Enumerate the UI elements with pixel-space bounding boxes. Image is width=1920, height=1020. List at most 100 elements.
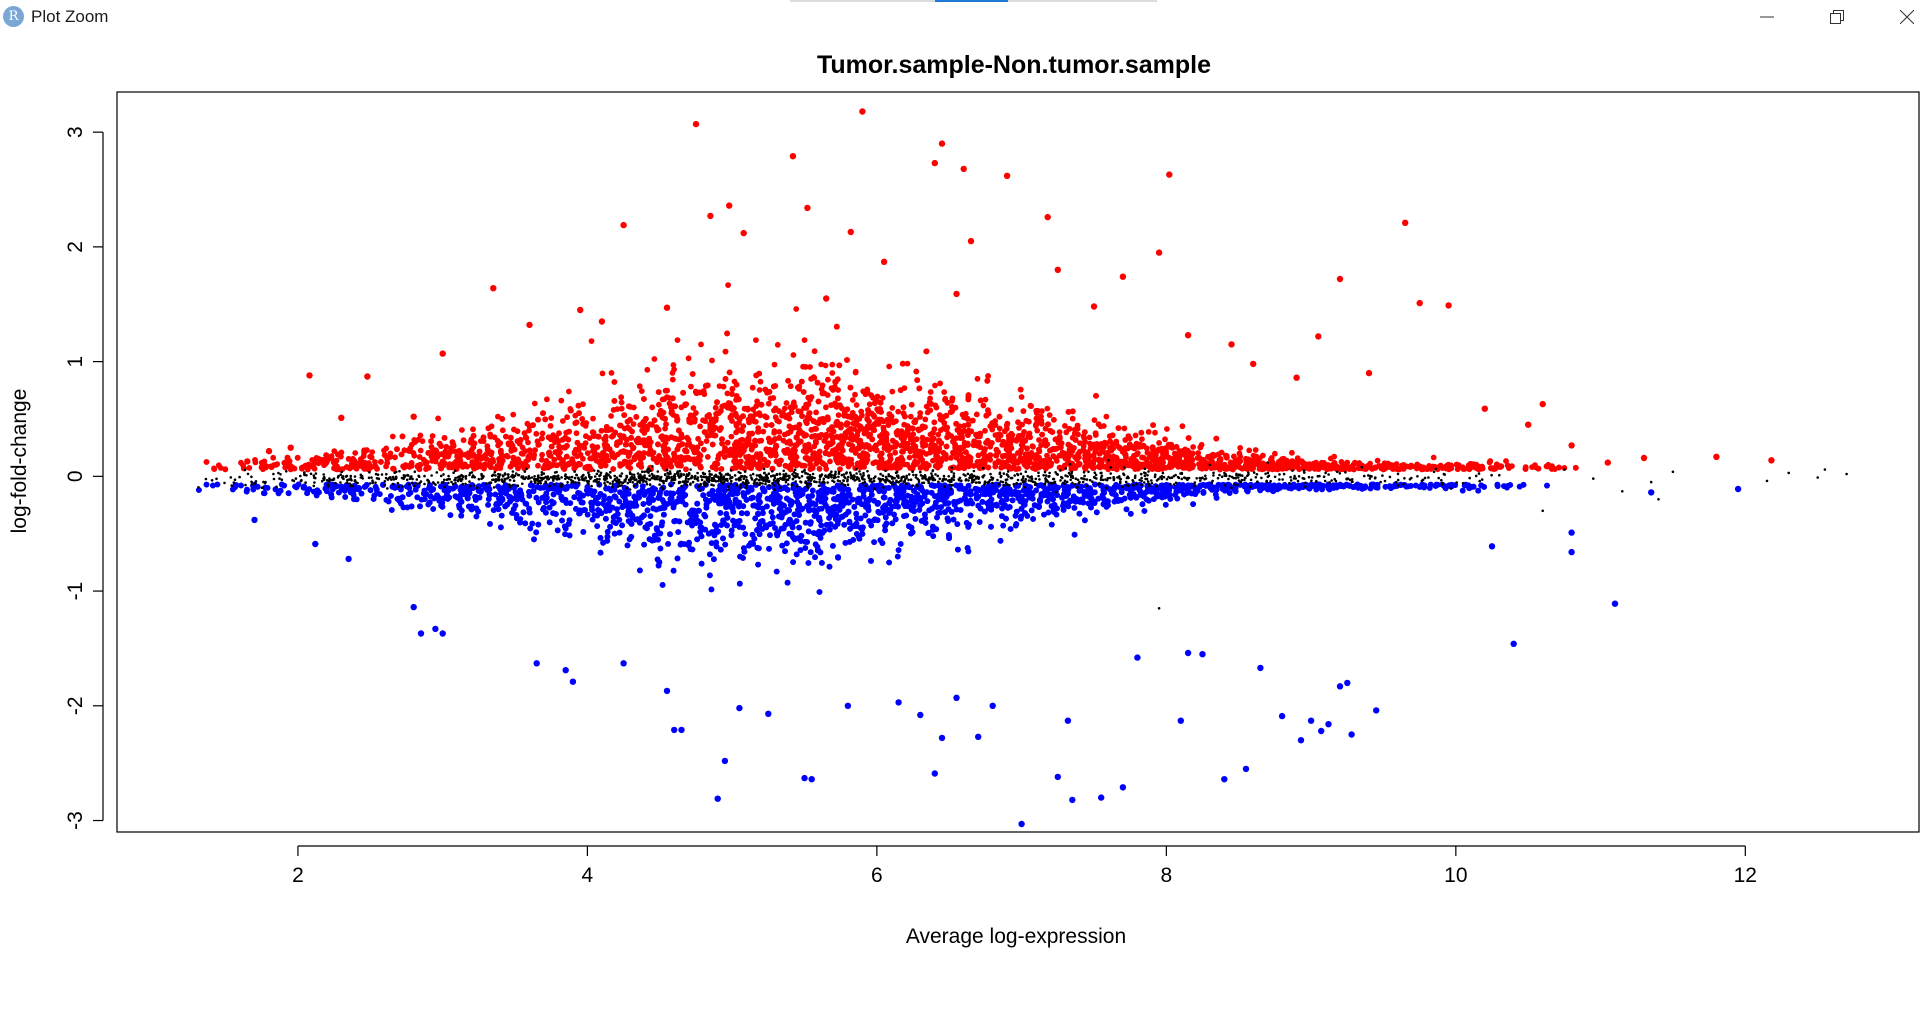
cloud-point-up [270,454,277,461]
cloud-point-up [659,433,666,439]
cloud-point-up [835,412,842,418]
cloud-point-up [467,439,474,446]
cloud-point-up [728,433,735,440]
cloud-point-up [927,389,934,395]
cloud-point-up [510,411,517,418]
cloud-point-up [921,437,927,443]
cloud-point-up [770,383,777,390]
cloud-point-up [1017,450,1023,456]
cloud-point-up [438,451,445,457]
cloud-point-up [1168,463,1175,470]
cloud-point-up [704,382,711,389]
cloud-point-up [899,360,906,367]
cloud-point-up [783,414,790,421]
cloud-point-up [929,437,936,443]
cloud-point-up [869,436,876,443]
cloud-point-up [977,397,984,404]
cloud-point-up [1066,425,1073,432]
cloud-point-up [727,414,734,421]
cloud-point-up [981,459,988,465]
cloud-point-up [499,416,506,422]
cloud-point-up [540,410,546,417]
cloud-point-up [620,448,627,454]
cloud-point-up [1272,465,1278,472]
cloud-point-up [746,430,753,437]
cloud-point-up [564,414,570,421]
cloud-point-up [739,436,745,443]
cloud-point-up [965,422,972,428]
cloud-point-up [835,395,841,402]
cloud-point-up [625,451,632,458]
active-tab-indicator[interactable] [935,0,1008,2]
cloud-point-up [1246,447,1253,454]
cloud-point-up [526,447,533,454]
restore-icon [1830,10,1844,24]
cloud-point-up [394,446,400,453]
cloud-point-up [889,388,896,395]
cloud-point-up [687,419,694,426]
cloud-point-up [1030,443,1036,450]
cloud-point-up [815,433,821,439]
restore-button[interactable] [1814,0,1860,34]
cloud-point-up [963,449,969,456]
cloud-point-up [1006,441,1012,448]
cloud-point-up [562,444,568,451]
cloud-point-up [886,363,893,370]
cloud-point-up [1158,458,1165,464]
cloud-point-up [916,427,922,434]
cloud-point-up [634,451,641,458]
cloud-point-up [1350,461,1357,468]
cloud-point-up [1122,437,1129,443]
plot-area: Tumor.sample-Non.tumor.sample 2 4 6 8 10 12 -… [0,34,1920,1015]
cloud-point-up [871,427,877,434]
cloud-point-up [473,464,480,471]
cloud-point-up [1268,456,1274,463]
cloud-point-up [542,416,549,423]
cloud-point-up [811,443,818,450]
close-button[interactable] [1884,0,1920,34]
cloud-point-up [1086,434,1093,441]
cloud-point-up [551,456,558,463]
cloud-point-up [805,441,812,448]
cloud-point-up [729,386,736,392]
cloud-point-up [914,377,921,383]
cloud-point-up [943,455,949,462]
cloud-point-up [719,440,725,447]
cloud-point-up [222,466,229,473]
cloud-point-up [709,464,716,470]
cloud-point-up [685,355,692,362]
cloud-point-up [1067,451,1074,458]
cloud-point-up [458,461,465,467]
cloud-point-up [1479,465,1486,472]
cloud-point-up [378,459,384,465]
cloud-point-up [624,418,631,425]
cloud-point-up [812,438,819,445]
cloud-point-up [623,436,630,443]
cloud-point-up [937,380,943,387]
cloud-point-up [480,434,487,441]
cloud-point-up [493,465,499,472]
cloud-point-up [716,383,723,389]
minimize-button[interactable] [1744,0,1790,34]
cloud-point-up [281,460,288,466]
cloud-point-up [732,441,738,448]
cloud-point-up [1019,440,1026,446]
cloud-point-up [910,431,917,438]
cloud-point-up [1036,437,1042,443]
cloud-point-up [252,459,259,466]
cloud-point-up [565,461,572,468]
cloud-point-up [1162,436,1168,443]
cloud-point-up [612,429,619,436]
cloud-point-up [1028,403,1034,409]
cloud-point-up [901,442,908,449]
cloud-point-up [547,423,554,429]
cloud-point-up [654,459,660,465]
cloud-point-up [974,442,981,449]
cloud-point-up [784,446,791,453]
cloud-point-up [1199,465,1206,472]
cloud-point-up [768,422,775,428]
cloud-point-up [808,394,815,400]
cloud-point-up [504,453,511,460]
cloud-point-up [1156,447,1162,454]
cloud-point-up [361,464,368,471]
